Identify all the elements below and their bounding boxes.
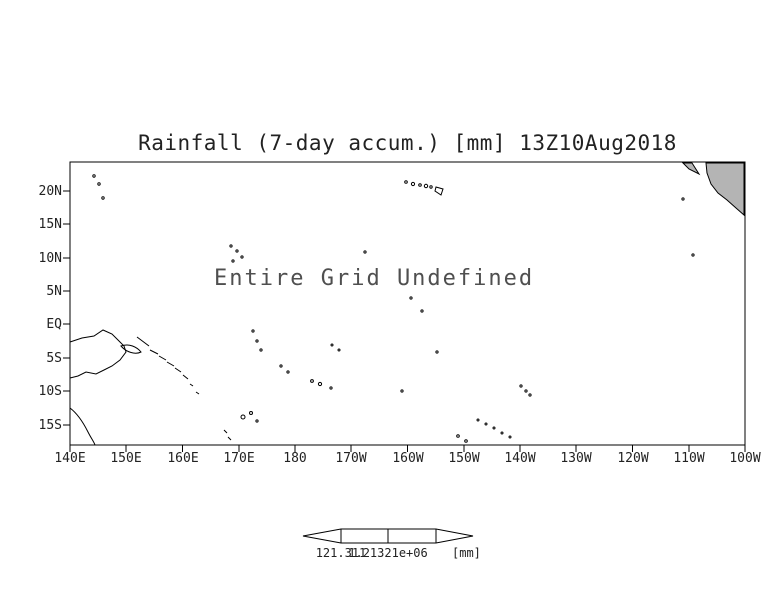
lon-label-150W: 150W [448,451,480,466]
island-kiribati-3 [259,348,263,352]
lon-label-170E: 170E [223,451,255,466]
coastlines [69,329,232,446]
island-samoa-1 [310,379,314,383]
island-fiji-1 [240,414,246,420]
island-maui [423,183,429,189]
island-society-2 [464,439,468,443]
lat-label-5S: 5S [46,351,62,366]
island-marshall-1 [229,244,233,248]
island-kiribati-1 [251,329,255,333]
island-marquesas-1 [519,384,523,388]
lon-label-160E: 160E [167,451,199,466]
island-kahoolawe [429,185,433,189]
colorbar-tick-label-left: 121.311 [315,546,367,560]
lon-label-140E: 140E [54,451,86,466]
island-marshall-3 [240,255,244,259]
island-fiji-2 [249,411,253,415]
lat-label-15S: 15S [38,418,62,433]
island-tuamotu-1 [476,418,480,422]
island-marianas-3 [101,196,105,200]
lat-label-10S: 10S [38,384,62,399]
coastline-australia-cape-york [69,407,96,446]
landmass-mexico [705,162,745,217]
island-samoa-3 [329,386,333,390]
island-johnston [363,250,367,254]
coastline-new-britain [120,344,142,354]
coastline-solomon-islands [149,349,189,380]
island-phoenix-2 [337,348,341,352]
lat-label-5N: 5N [46,284,62,299]
island-marianas-2 [97,182,101,186]
island-tuvalu-2 [286,370,290,374]
lon-label-140W: 140W [504,451,536,466]
island-line-3 [435,350,439,354]
island-clipperton [691,253,695,257]
lat-label-EQ: EQ [46,317,62,332]
north-america-landmass [681,162,745,217]
island-marquesas-2 [524,389,528,393]
coastline-new-guinea [69,329,127,379]
colorbar [302,528,474,544]
lon-label-160W: 160W [392,451,424,466]
island-marshall-2 [235,249,239,253]
chart-title: Rainfall (7-day accum.) [mm] 13Z10Aug201… [138,131,677,155]
lat-label-10N: 10N [38,251,62,266]
island-hawaii-big-island [434,186,444,196]
colorbar-tick-label-right: 1.21321e+06 [348,546,428,560]
colorbar-unit-label: [mm] [452,546,481,560]
lat-label-20N: 20N [38,184,62,199]
hawaii-islands [404,180,444,196]
island-samoa-2 [317,381,323,387]
island-line-1 [409,296,413,300]
island-marianas-1 [92,174,96,178]
coastline-vanuatu [223,429,232,441]
island-tuvalu-1 [279,364,283,368]
colorbar-dividers [340,529,437,543]
lon-label-120W: 120W [617,451,649,466]
lon-label-170W: 170W [335,451,367,466]
island-oahu [410,181,416,187]
island-dots [92,174,695,443]
island-molokai [418,183,422,187]
island-kiribati-2 [255,339,259,343]
lon-label-110W: 110W [673,451,705,466]
island-tuamotu-5 [508,435,512,439]
lat-label-15N: 15N [38,217,62,232]
lon-label-180: 180 [283,451,307,466]
landmass-baja-california [681,162,701,176]
island-line-2 [420,309,424,313]
lon-label-150E: 150E [110,451,142,466]
island-marshall-4 [231,259,235,263]
lon-tick-marks [69,445,746,452]
grid-undefined-message: Entire Grid Undefined [214,266,535,291]
coastline-new-ireland [136,336,150,347]
island-phoenix-1 [330,343,334,347]
island-kauai [404,180,408,184]
island-society-1 [456,434,460,438]
island-tuamotu-3 [492,426,496,430]
lon-label-130W: 130W [560,451,592,466]
island-tuamotu-4 [500,431,504,435]
lat-tick-marks [63,190,70,426]
island-socorro [681,197,685,201]
coastline-santa-cruz-islands [189,383,200,395]
island-fiji-3 [255,419,259,423]
plot-border [69,161,746,446]
island-marquesas-3 [528,393,532,397]
island-cook [400,389,404,393]
island-tuamotu-2 [484,422,488,426]
lon-label-100W: 100W [729,451,761,466]
